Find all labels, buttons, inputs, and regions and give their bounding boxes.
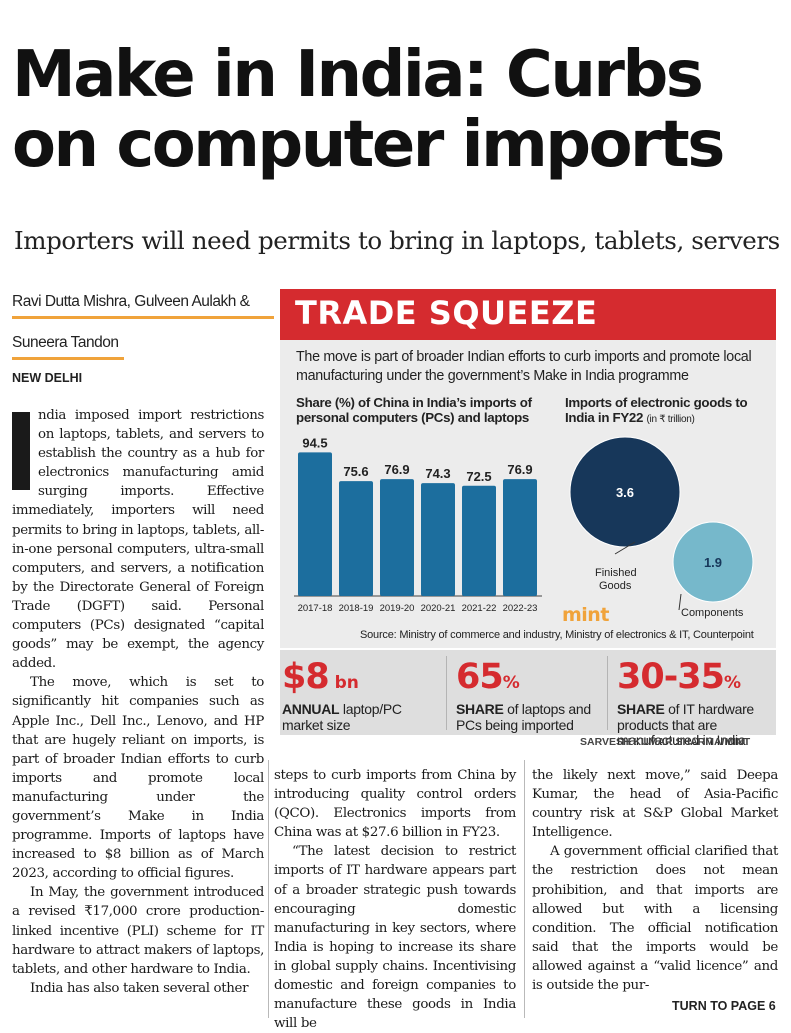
column-divider-2 [524, 760, 525, 1018]
mint-logo: mint [562, 604, 609, 626]
bar-category-label: 2019-20 [380, 603, 415, 614]
bar-2021-22 [462, 485, 496, 596]
article-column-1: ndia imposed import restrictions on lapt… [12, 406, 264, 998]
bar-2017-18 [298, 452, 332, 596]
bubble-chart: 3.6 Finished Goods 1.9 Components [569, 436, 754, 619]
bar-category-label: 2018-19 [339, 603, 374, 614]
paragraph-1: ndia imposed import restrictions on lapt… [12, 408, 264, 672]
headline: Make in India: Curbs on computer imports [12, 40, 782, 180]
drop-cap [12, 412, 30, 490]
bubble-leader-line [678, 593, 682, 611]
bubble-value-label: 1.9 [704, 555, 722, 570]
byline-line-2: Suneera Tandon [12, 334, 119, 351]
bubble-leader-line [614, 541, 636, 555]
bar-2019-20 [380, 479, 414, 596]
paragraph-2: The move, which is set to significantly … [12, 675, 264, 882]
bar-value-label: 72.5 [466, 469, 491, 484]
bar-2022-23 [503, 479, 537, 596]
bubble-value-label: 3.6 [616, 485, 634, 500]
byline-line-1: Ravi Dutta Mishra, Gulveen Aulakh & [12, 293, 250, 310]
stat-market-size: $8 bn ANNUAL laptop/PC market size [282, 658, 442, 733]
stat-import-share: 65% SHARE of laptops and PCs being impor… [456, 658, 604, 733]
bubble-components [672, 521, 754, 603]
stat-desc-bold: ANNUAL [282, 701, 340, 717]
headline-line-1: Make in India: Curbs [12, 38, 704, 112]
stat-value: $8 [282, 657, 330, 697]
graphic-source: Source: Ministry of commerce and industr… [360, 629, 754, 641]
stat-desc-text: of laptops and PCs being imported [456, 701, 591, 733]
paragraph-4: India has also taken several other [30, 980, 249, 996]
stat-domestic-share: 30-35% SHARE of IT hardware products tha… [617, 658, 773, 749]
paragraph-6: “The latest decision to restrict imports… [274, 844, 516, 1032]
dateline: NEW DELHI [12, 371, 83, 385]
paragraph-8: A government official clarified that the… [532, 844, 778, 994]
bubble-chart-unit: (in ₹ trillion) [646, 414, 695, 425]
bubble-finished-goods [569, 436, 681, 548]
article-column-3: the likely next move,” said Deepa Kumar,… [532, 766, 778, 995]
turn-to-page[interactable]: TURN TO PAGE 6 [672, 999, 776, 1013]
bar-category-label: 2021-22 [462, 603, 497, 614]
paragraph-5: steps to curb imports from China by intr… [274, 768, 516, 841]
stats-divider-2 [607, 656, 608, 730]
graphic-banner [280, 289, 776, 340]
bubble-chart-title-text: Imports of electronic goods to India in … [565, 395, 748, 425]
bar-value-label: 75.6 [343, 464, 368, 479]
byline-rule-2 [12, 357, 124, 360]
headline-line-2: on computer imports [12, 108, 725, 182]
bubble-name-label: Finished Goods [595, 567, 637, 592]
stat-unit: % [502, 673, 520, 693]
bar-chart: 94.5 2017-18 75.6 2018-19 76.9 2019-20 74.3 202… [294, 435, 542, 614]
bar-value-label: 76.9 [384, 462, 409, 477]
paragraph-3: In May, the government introduced a revi… [12, 885, 264, 977]
bar-chart-title: Share (%) of China in India’s imports of… [296, 395, 532, 425]
stat-desc-bold: SHARE [617, 701, 665, 717]
stat-desc-text: of IT hardware products that are manufac… [617, 701, 754, 748]
bar-2018-19 [339, 481, 373, 596]
graphic-banner-title: TRADE SQUEEZE [295, 294, 598, 332]
stat-unit: bn [328, 673, 359, 693]
bar-value-label: 74.3 [425, 466, 450, 481]
column-divider-1 [268, 760, 269, 1018]
article-column-2: steps to curb imports from China by intr… [274, 766, 516, 1033]
bar-category-label: 2022-23 [503, 603, 538, 614]
bar-value-label: 94.5 [302, 435, 327, 450]
stat-value: 30-35 [617, 657, 725, 697]
bar-category-label: 2020-21 [421, 603, 456, 614]
bubble-chart-title: Imports of electronic goods to India in … [565, 395, 775, 427]
graphic-credit: SARVESH KUMAR SHARMA/MINT [580, 736, 751, 748]
stat-desc-text: laptop/PC market size [282, 701, 402, 733]
stats-divider-1 [446, 656, 447, 730]
byline-rule [12, 316, 274, 319]
bar-value-label: 76.9 [507, 462, 532, 477]
bar-category-label: 2017-18 [298, 603, 333, 614]
stat-value: 65 [456, 657, 504, 697]
stat-desc-bold: SHARE [456, 701, 504, 717]
subheadline: Importers will need permits to bring in … [14, 226, 780, 255]
bubble-name-label: Components [681, 607, 744, 619]
bar-2020-21 [421, 483, 455, 596]
paragraph-7: the likely next move,” said Deepa Kumar,… [532, 768, 778, 841]
stat-unit: % [723, 673, 741, 693]
stats-strip [280, 650, 776, 735]
graphic-intro: The move is part of broader Indian effor… [296, 349, 752, 384]
